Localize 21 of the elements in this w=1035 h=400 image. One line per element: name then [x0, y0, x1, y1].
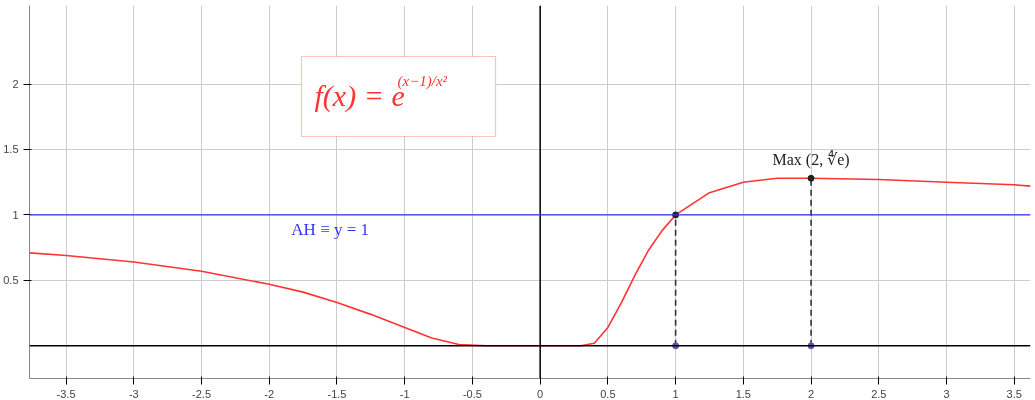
x-tick-label: -1: [399, 387, 410, 400]
x-tick-label: 3: [943, 387, 950, 400]
y-tick-label: 0.5: [3, 274, 19, 287]
x-tick-label: 1: [672, 387, 679, 400]
x-tick-label: -3: [128, 387, 139, 400]
y-tick-label: 1.5: [3, 143, 19, 156]
x-tick-label: -0.5: [462, 387, 482, 400]
x-tick-label: -3.5: [56, 387, 76, 400]
x-tick-label: -1.5: [327, 387, 347, 400]
y-tick-label: 1: [12, 208, 19, 221]
y-tick-label: 2: [12, 78, 19, 91]
x-tick-label: 3.5: [1006, 387, 1022, 400]
annotation: Max (2, ∜e): [772, 150, 850, 170]
x-tick-label: -2.5: [192, 387, 212, 400]
x-tick-label: 0.5: [600, 387, 616, 400]
x-tick-label: 2: [808, 387, 815, 400]
x-tick-label: 0: [537, 387, 544, 400]
x-tick-label: 2.5: [871, 387, 887, 400]
x-tick-label: 1.5: [735, 387, 751, 400]
x-tick-label: -2: [264, 387, 275, 400]
ref-line-label: AH ≡ y = 1: [291, 219, 370, 239]
